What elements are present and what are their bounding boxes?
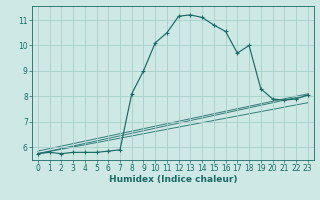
X-axis label: Humidex (Indice chaleur): Humidex (Indice chaleur) [108, 175, 237, 184]
